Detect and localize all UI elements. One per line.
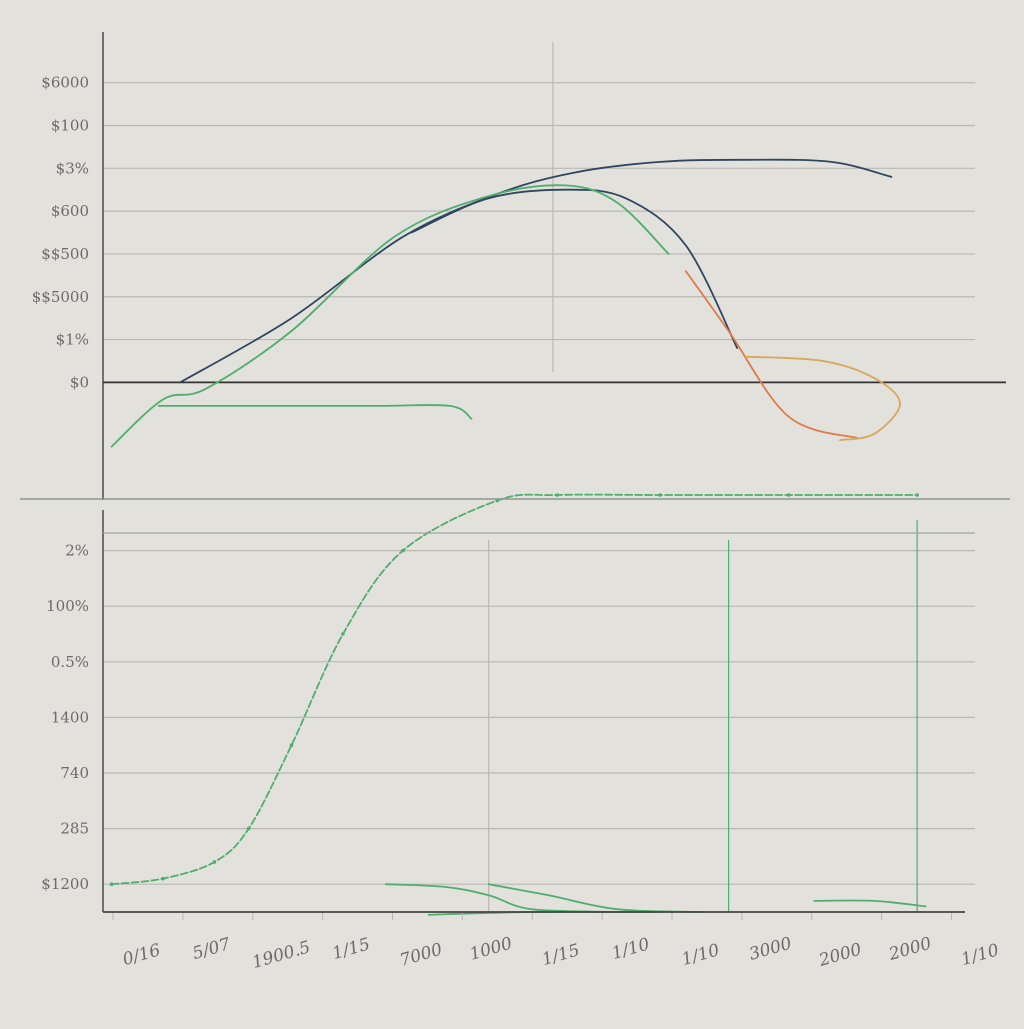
series-line-6 bbox=[157, 404, 473, 420]
data-point bbox=[915, 493, 919, 497]
data-point bbox=[109, 882, 114, 886]
y-tick-label: 100% bbox=[46, 597, 89, 615]
data-point bbox=[246, 826, 251, 831]
y-tick-label: $3% bbox=[56, 159, 89, 177]
y-tick-label: 285 bbox=[60, 820, 89, 838]
panel-separators bbox=[20, 498, 1010, 913]
y-tick-label: 0.5% bbox=[51, 653, 89, 671]
data-point bbox=[658, 493, 662, 497]
series-line-3 bbox=[110, 184, 670, 448]
y-tick-label: $$5000 bbox=[32, 288, 89, 306]
y-tick-label: $600 bbox=[51, 202, 89, 220]
y-tick-label: $$500 bbox=[41, 245, 89, 263]
data-point bbox=[341, 632, 345, 636]
series-line-5 bbox=[744, 355, 901, 442]
y-tick-label: $0 bbox=[70, 373, 89, 391]
data-point bbox=[212, 860, 217, 864]
y-tick-label: $100 bbox=[51, 117, 89, 135]
series-line-5 bbox=[813, 899, 927, 908]
y-tick-label: 2% bbox=[65, 542, 89, 560]
data-point bbox=[555, 493, 560, 497]
series-line-1 bbox=[110, 493, 918, 886]
series-line-1 bbox=[179, 158, 893, 384]
data-point bbox=[289, 743, 294, 747]
y-tick-label: $1200 bbox=[41, 875, 89, 893]
top-panel: $6000 $100 $3% $600 $$500 $$5000 $1% $0 bbox=[32, 32, 1006, 500]
series-line-4 bbox=[684, 270, 859, 439]
data-point bbox=[401, 548, 405, 553]
y-tick-label: $6000 bbox=[41, 74, 89, 92]
data-point bbox=[161, 876, 165, 881]
y-tick-label: 740 bbox=[60, 764, 89, 782]
y-tick-label: $1% bbox=[56, 331, 89, 349]
y-tick-label: 1400 bbox=[51, 708, 89, 726]
data-point bbox=[786, 493, 791, 497]
series-line-2 bbox=[410, 188, 739, 349]
